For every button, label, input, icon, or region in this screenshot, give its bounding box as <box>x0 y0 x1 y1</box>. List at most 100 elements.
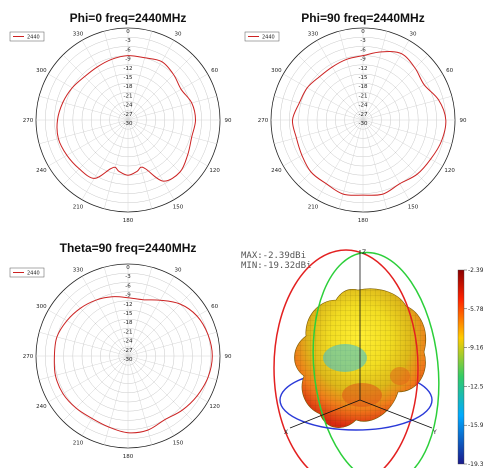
legend-box <box>244 31 280 42</box>
r-tick-label: -3 <box>125 274 131 280</box>
pattern-series-line <box>53 296 213 434</box>
grid-spoke <box>39 119 129 145</box>
legend-box <box>9 31 45 42</box>
r-tick-label: -15 <box>124 75 133 81</box>
grid-spoke <box>39 331 129 357</box>
grid-spoke <box>362 119 410 200</box>
angle-tick-label: 30 <box>410 31 417 37</box>
grid-spoke <box>316 119 364 200</box>
angle-tick-label: 180 <box>358 218 369 224</box>
angle-tick-label: 30 <box>175 267 182 273</box>
angle-tick-label: 240 <box>36 404 47 410</box>
r-tick-label: -9 <box>125 57 131 63</box>
r-tick-label: -9 <box>360 57 366 63</box>
r-tick-label: -6 <box>360 47 366 53</box>
grid-spoke <box>127 355 208 403</box>
axis-label-z: Z <box>362 249 366 256</box>
grid-spoke <box>127 73 208 121</box>
colorbar <box>457 269 465 465</box>
angle-tick-label: 300 <box>36 304 47 310</box>
angle-tick-label: 150 <box>173 441 184 447</box>
angle-tick-label: 120 <box>209 404 220 410</box>
grid-spoke <box>362 119 452 145</box>
max-annotation: MAX:-2.39dBi <box>241 251 306 261</box>
grid-spoke <box>274 95 364 121</box>
axis-label-y: Y <box>432 429 437 436</box>
r-tick-label: -18 <box>124 320 133 326</box>
grid-spoke <box>48 119 129 167</box>
legend-box <box>9 267 45 278</box>
axis-label-x: X <box>284 429 288 436</box>
angle-tick-label: 60 <box>211 304 218 310</box>
legend-label: 2440 <box>262 35 275 41</box>
grid-spoke <box>127 40 175 121</box>
r-tick-label: -12 <box>359 66 368 72</box>
angle-tick-label: 120 <box>209 168 220 174</box>
r-tick-label: -30 <box>124 357 133 363</box>
colorbar-tick-label: -19.32 <box>468 461 483 468</box>
grid-spoke <box>127 355 175 436</box>
r-tick-label: 0 <box>126 265 130 271</box>
grid-spoke <box>81 119 129 200</box>
r-tick-label: -6 <box>125 47 131 53</box>
r-tick-label: -21 <box>359 93 368 99</box>
r-tick-label: -27 <box>124 112 133 118</box>
grid-spoke <box>62 54 129 121</box>
polar-plot-theta90: Theta=90 freq=2440MHz 0 -3 -6 -9 -12 -15 -18 -2… <box>9 241 232 460</box>
grid-spoke <box>39 95 129 121</box>
angle-tick-label: 150 <box>173 205 184 211</box>
polar-plot-phi90: Phi=90 freq=2440MHz 0 -3 -6 -9 -12 -15 -18 -21 -… <box>244 11 467 224</box>
grid-spoke <box>297 119 364 186</box>
xy-plane-ring-front <box>279 399 433 431</box>
r-tick-label: -18 <box>359 84 368 90</box>
grid-spoke <box>127 119 175 200</box>
grid-spoke <box>127 119 153 209</box>
grid-spoke <box>127 355 217 381</box>
chart-title: Phi=90 freq=2440MHz <box>301 11 424 25</box>
grid-spoke <box>127 309 208 357</box>
grid-spoke <box>127 119 208 167</box>
r-tick-label: -3 <box>125 38 131 44</box>
chart-title: Phi=0 freq=2440MHz <box>70 11 187 25</box>
grid-spoke <box>39 355 129 381</box>
r-tick-label: -6 <box>125 283 131 289</box>
r-tick-label: -9 <box>125 293 131 299</box>
grid-spoke <box>127 119 217 145</box>
grid-spoke <box>362 31 388 121</box>
colorbar-tick-label: -15.93 <box>468 422 483 429</box>
r-tick-label: -15 <box>359 75 368 81</box>
angle-tick-label: 210 <box>73 441 84 447</box>
grid-spoke <box>127 54 194 121</box>
grid-spoke <box>103 267 129 357</box>
grid-spoke <box>103 31 129 121</box>
angle-tick-label: 90 <box>225 354 232 360</box>
grid-spoke <box>127 95 217 121</box>
angle-tick-label: 90 <box>460 118 467 124</box>
grid-spoke <box>48 309 129 357</box>
grid-spoke <box>48 355 129 403</box>
pattern-series-line <box>56 55 197 182</box>
grid-spoke <box>127 31 153 121</box>
angle-tick-label: 60 <box>446 68 453 74</box>
angle-tick-label: 90 <box>225 118 232 124</box>
angle-tick-label: 150 <box>408 205 419 211</box>
radiation-pattern-3d: MAX:-2.39dBi MIN:-19.32dBi Z X Y -2.39- <box>241 249 483 468</box>
grid-spoke <box>362 40 410 121</box>
colorbar-tick-label: -12.55 <box>468 383 483 390</box>
angle-tick-label: 300 <box>36 68 47 74</box>
r-tick-label: -24 <box>124 103 133 109</box>
grid-spoke <box>62 355 129 422</box>
grid-spoke <box>103 355 129 445</box>
grid-spoke <box>316 40 364 121</box>
r-tick-label: -12 <box>124 66 133 72</box>
angle-tick-label: 270 <box>258 118 269 124</box>
colorbar-tick-label: -2.39 <box>468 267 483 274</box>
grid-spoke <box>283 119 364 167</box>
angle-tick-label: 210 <box>73 205 84 211</box>
angle-tick-label: 180 <box>123 218 134 224</box>
r-tick-label: -24 <box>359 103 368 109</box>
coordinate-axes <box>289 250 433 429</box>
r-tick-label: -18 <box>124 84 133 90</box>
r-tick-label: -21 <box>124 93 133 99</box>
